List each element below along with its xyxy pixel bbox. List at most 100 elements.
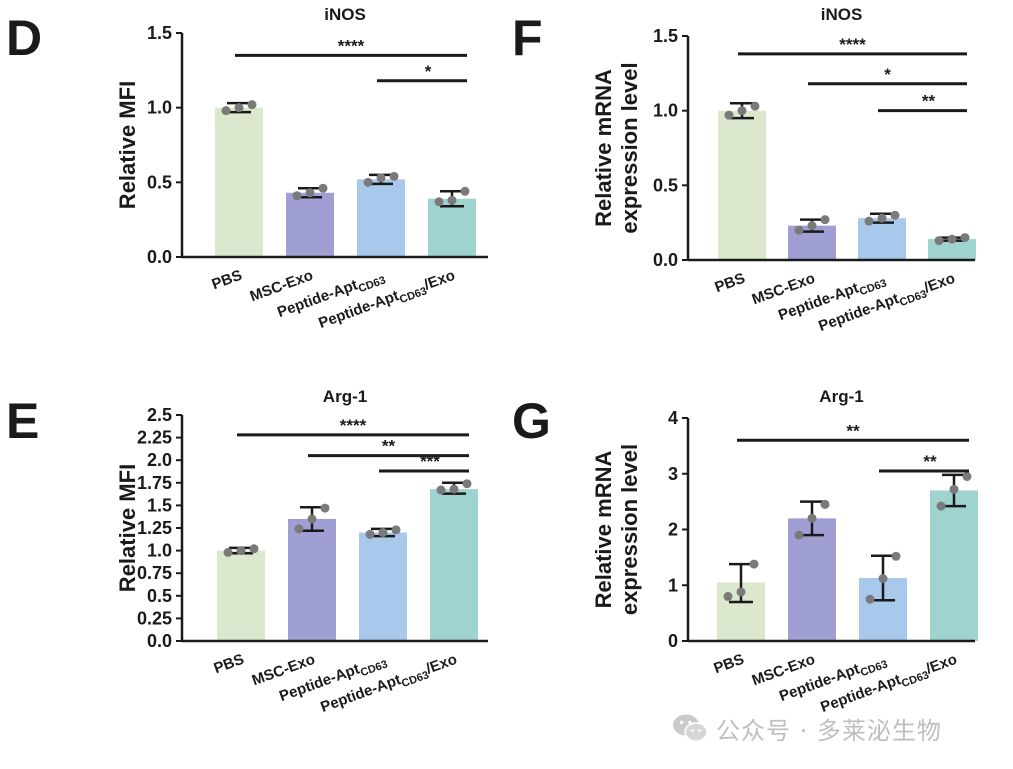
- x-category-label: Peptide-AptCD63/Exo: [318, 651, 460, 719]
- y-axis-label: Relative MFI: [115, 81, 140, 209]
- significance-label: *: [884, 65, 891, 84]
- y-tick-label: 1.5: [653, 26, 678, 46]
- data-point: [807, 221, 817, 231]
- x-category-label-subscript: CD63: [900, 669, 931, 690]
- panel-letter: G: [512, 393, 551, 449]
- data-point: [891, 551, 901, 561]
- data-point: [376, 173, 386, 183]
- chart-title: Arg-1: [323, 387, 367, 406]
- y-tick-label: 0.75: [137, 563, 172, 583]
- data-point: [737, 106, 747, 116]
- bar: [215, 107, 263, 258]
- y-axis-label-line: Relative mRNA: [591, 451, 616, 609]
- x-category-label-subscript: CD63: [398, 285, 429, 306]
- x-category-label-main: PBS: [212, 651, 247, 678]
- y-axis-label: Relative mRNAexpression level: [591, 444, 642, 615]
- y-tick-label: 1.75: [137, 473, 172, 493]
- y-tick-label: 1.5: [147, 23, 172, 43]
- y-axis-label-line: Relative mRNA: [591, 69, 616, 227]
- bar: [288, 518, 336, 641]
- significance-label: ***: [420, 452, 440, 471]
- y-axis-label-line: Relative MFI: [115, 81, 140, 209]
- x-category-label-tail: /Exo: [422, 267, 458, 294]
- data-point: [223, 547, 233, 557]
- bar: [430, 489, 478, 641]
- y-tick-label: 3: [668, 464, 678, 484]
- bar: [858, 218, 906, 260]
- x-category-label-subscript: CD63: [898, 288, 929, 309]
- x-category-label-tail: /Exo: [922, 270, 958, 297]
- data-point: [365, 529, 375, 539]
- significance-label: **: [382, 437, 396, 456]
- panel-letter: D: [6, 10, 42, 66]
- y-tick-label: 2.0: [147, 450, 172, 470]
- x-category-label-tail: /Exo: [424, 651, 460, 678]
- bar: [930, 490, 978, 641]
- x-category-label-tail: /Exo: [924, 651, 960, 678]
- y-tick-label: 0.25: [137, 608, 172, 628]
- bar: [788, 518, 836, 641]
- x-category-label: Peptide-AptCD63/Exo: [316, 267, 458, 335]
- data-point: [947, 234, 957, 244]
- y-tick-label: 0.5: [653, 175, 678, 195]
- y-axis-label: Relative MFI: [115, 464, 140, 592]
- data-point: [434, 197, 444, 207]
- chart-title: iNOS: [324, 5, 366, 24]
- data-point: [363, 177, 373, 187]
- y-tick-label: 0.5: [147, 172, 172, 192]
- x-category-label-subscript: CD63: [400, 669, 431, 690]
- y-tick-label: 1.0: [653, 101, 678, 121]
- data-point: [807, 513, 817, 523]
- data-point: [724, 110, 734, 120]
- y-axis-label-line: Relative MFI: [115, 464, 140, 592]
- x-category-label: PBS: [712, 651, 747, 678]
- data-point: [877, 213, 887, 223]
- data-point: [934, 236, 944, 246]
- data-point: [292, 191, 302, 201]
- significance-label: **: [846, 421, 860, 440]
- data-point: [234, 103, 244, 113]
- data-point: [820, 499, 830, 509]
- data-point: [794, 225, 804, 235]
- x-category-label: PBS: [210, 267, 245, 294]
- data-point: [247, 100, 257, 110]
- y-tick-label: 0.5: [147, 586, 172, 606]
- data-point: [462, 479, 472, 489]
- data-point: [249, 544, 259, 554]
- wechat-icon: [673, 714, 708, 742]
- x-category-label-main: PBS: [713, 270, 748, 297]
- significance-label: ****: [340, 416, 367, 435]
- data-point: [436, 485, 446, 495]
- x-category-label: PBS: [713, 270, 748, 297]
- data-point: [878, 574, 888, 584]
- data-point: [318, 183, 328, 193]
- watermark-text: 公众号 · 多莱泌生物: [716, 716, 942, 745]
- y-axis-label: Relative mRNAexpression level: [591, 62, 642, 233]
- panel-letter: E: [6, 393, 39, 449]
- data-point: [723, 591, 733, 601]
- x-category-label: PBS: [212, 651, 247, 678]
- watermark: 公众号 · 多莱泌生物: [672, 710, 942, 746]
- data-point: [750, 101, 760, 111]
- y-tick-label: 1.0: [147, 541, 172, 561]
- y-tick-label: 2.25: [137, 428, 172, 448]
- data-point: [447, 195, 457, 205]
- data-point: [949, 484, 959, 494]
- panel-letter: F: [512, 10, 543, 66]
- y-axis-label-line: expression level: [617, 444, 642, 615]
- data-point: [391, 525, 401, 535]
- chart-title: Arg-1: [819, 387, 863, 406]
- bar: [217, 550, 265, 641]
- y-tick-label: 4: [668, 408, 678, 428]
- bar: [359, 532, 407, 641]
- significance-label: *: [425, 62, 432, 81]
- significance-label: ****: [839, 35, 866, 54]
- data-point: [449, 484, 459, 494]
- y-tick-label: 1.5: [147, 495, 172, 515]
- x-category-label: Peptide-AptCD63/Exo: [818, 651, 960, 719]
- data-point: [794, 530, 804, 540]
- x-category-label-main: PBS: [210, 267, 245, 294]
- significance-label: **: [922, 92, 936, 111]
- data-point: [865, 594, 875, 604]
- y-tick-label: 0.0: [147, 631, 172, 651]
